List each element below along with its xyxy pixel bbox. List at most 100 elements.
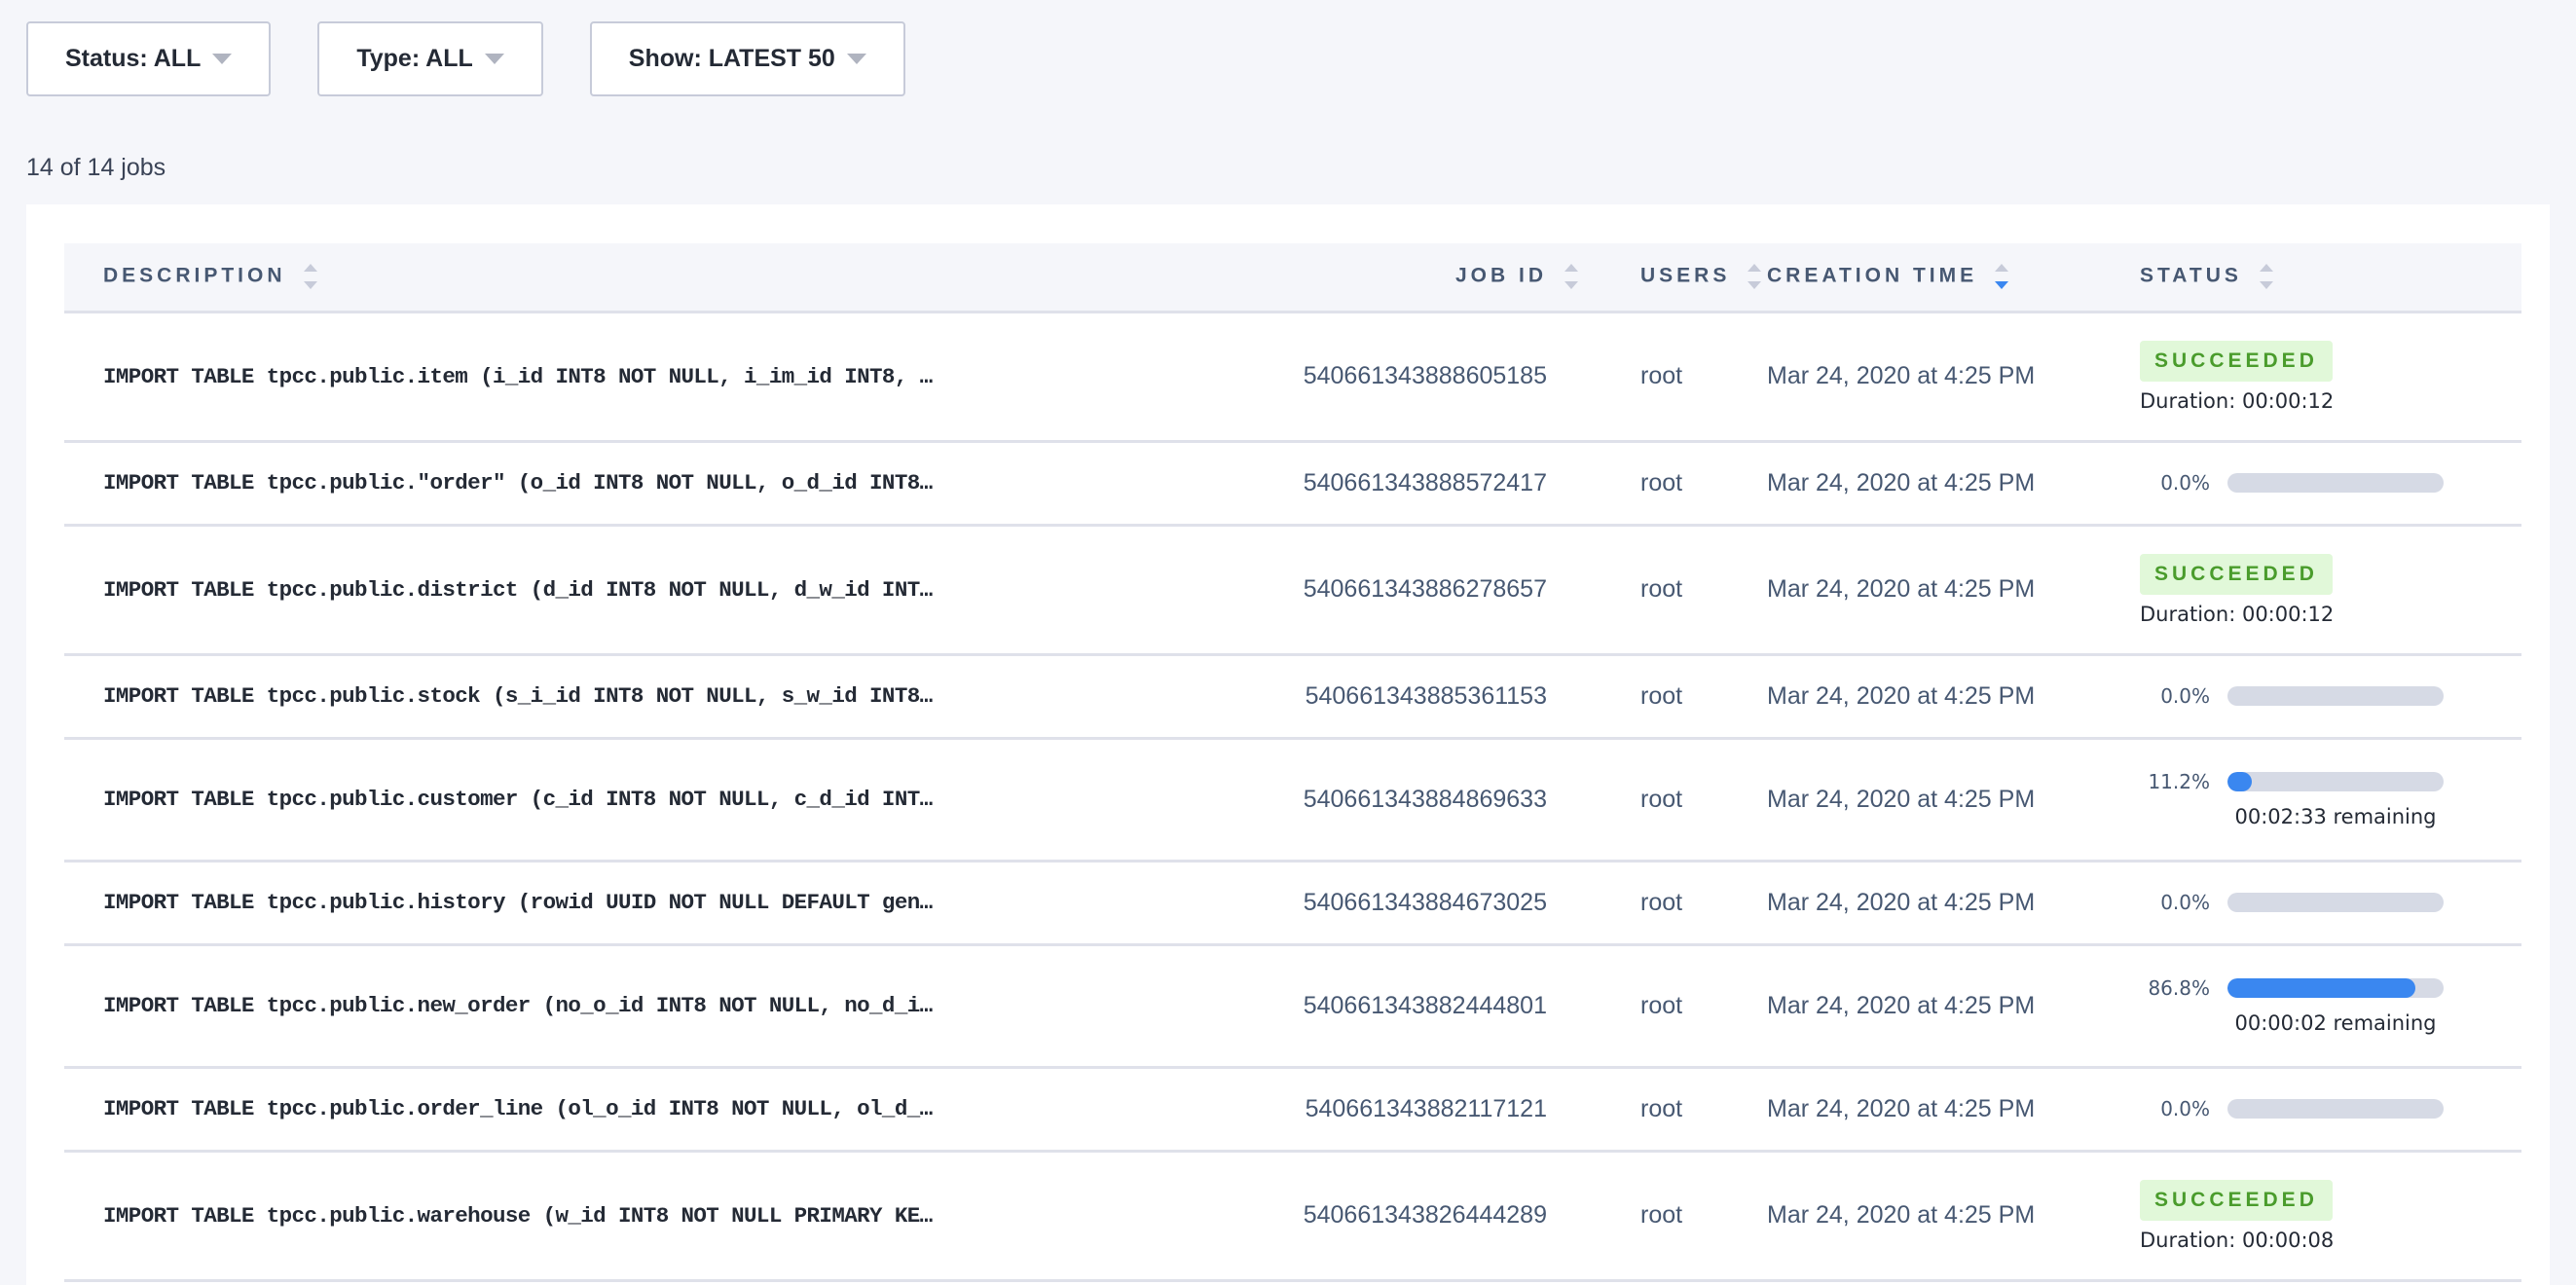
creation-time-cell: Mar 24, 2020 at 4:25 PM	[1767, 468, 2036, 496]
description-cell: IMPORT TABLE tpcc.public.item (i_id INT8…	[64, 312, 1188, 441]
progress-bar	[2227, 1099, 2444, 1119]
job-id-cell: 540661343886278657	[1303, 575, 1547, 603]
status-filter-label: Status: ALL	[65, 45, 202, 72]
progress-bar	[2227, 686, 2444, 706]
sort-icon[interactable]	[1564, 262, 1578, 291]
job-description[interactable]: IMPORT TABLE tpcc.public."order" (o_id I…	[103, 470, 933, 496]
table-row[interactable]: IMPORT TABLE tpcc.public.warehouse (w_id…	[64, 1151, 2521, 1280]
filter-bar: Status: ALL Type: ALL Show: LATEST 50	[26, 21, 905, 96]
job-id-cell: 540661343884673025	[1303, 888, 1547, 916]
sort-icon[interactable]	[2259, 262, 2273, 291]
column-label: USERS	[1640, 264, 1731, 287]
table-row[interactable]: IMPORT TABLE tpcc.public.order_line (ol_…	[64, 1067, 2521, 1151]
job-description[interactable]: IMPORT TABLE tpcc.public.stock (s_i_id I…	[103, 683, 933, 709]
sort-icon[interactable]	[1748, 262, 1762, 291]
progress: 11.2%	[2140, 770, 2521, 793]
progress-percent: 86.8%	[2148, 976, 2210, 1000]
table-row[interactable]: IMPORT TABLE tpcc.public.new_order (no_o…	[64, 944, 2521, 1067]
job-description[interactable]: IMPORT TABLE tpcc.public.item (i_id INT8…	[103, 363, 933, 389]
job-id-cell: 540661343826444289	[1303, 1201, 1547, 1229]
status-cell: 0.0%	[2140, 861, 2521, 944]
description-cell: IMPORT TABLE tpcc.public.district (d_id …	[64, 525, 1188, 654]
description-cell: IMPORT TABLE tpcc.public.warehouse (w_id…	[64, 1151, 1188, 1280]
progress-bar	[2227, 473, 2444, 493]
job-description[interactable]: IMPORT TABLE tpcc.public.history (rowid …	[103, 890, 933, 915]
status-cell: 0.0%	[2140, 1067, 2521, 1151]
column-header-creation-time[interactable]: CREATION TIME	[1767, 243, 2140, 312]
jobs-table-card: DESCRIPTION JOB ID USERS CREATION TIME S…	[26, 204, 2550, 1285]
remaining-time: 00:02:33 remaining	[2234, 805, 2437, 828]
progress-percent: 0.0%	[2160, 684, 2210, 708]
status-cell: 0.0%	[2140, 654, 2521, 738]
table-row[interactable]: IMPORT TABLE tpcc.public.district (d_id …	[64, 525, 2521, 654]
type-filter-dropdown[interactable]: Type: ALL	[317, 21, 543, 96]
column-label: JOB ID	[1454, 264, 1547, 287]
description-cell: IMPORT TABLE tpcc.public.stock (s_i_id I…	[64, 654, 1188, 738]
status-filter-dropdown[interactable]: Status: ALL	[26, 21, 272, 96]
table-row[interactable]: IMPORT TABLE tpcc.public.item (i_id INT8…	[64, 312, 2521, 441]
column-header-users[interactable]: USERS	[1547, 243, 1767, 312]
creation-time-cell: Mar 24, 2020 at 4:25 PM	[1767, 681, 2036, 710]
sort-descending-icon[interactable]	[1995, 262, 2009, 291]
column-header-job-id[interactable]: JOB ID	[1188, 243, 1578, 312]
status-cell: 0.0%	[2140, 441, 2521, 525]
job-description[interactable]: IMPORT TABLE tpcc.public.warehouse (w_id…	[103, 1202, 933, 1229]
job-id-cell: 540661343888572417	[1303, 468, 1547, 496]
progress-bar	[2227, 772, 2444, 791]
status-cell: SUCCEEDED Duration: 00:00:12	[2140, 312, 2521, 441]
table-row[interactable]: IMPORT TABLE tpcc.public.customer (c_id …	[64, 738, 2521, 861]
show-filter-label: Show: LATEST 50	[628, 45, 835, 72]
user-cell: root	[1640, 888, 1683, 916]
progress-bar-fill	[2227, 978, 2415, 998]
jobs-table: DESCRIPTION JOB ID USERS CREATION TIME S…	[64, 243, 2521, 1282]
progress-bar	[2227, 893, 2444, 912]
sort-icon[interactable]	[303, 262, 317, 291]
job-description[interactable]: IMPORT TABLE tpcc.public.customer (c_id …	[103, 787, 933, 812]
table-row[interactable]: IMPORT TABLE tpcc.public.history (rowid …	[64, 861, 2521, 944]
show-filter-dropdown[interactable]: Show: LATEST 50	[589, 21, 905, 96]
progress-percent: 0.0%	[2160, 471, 2210, 495]
creation-time-cell: Mar 24, 2020 at 4:25 PM	[1767, 785, 2036, 813]
status-badge: SUCCEEDED	[2140, 1179, 2333, 1221]
creation-time-cell: Mar 24, 2020 at 4:25 PM	[1767, 362, 2036, 389]
progress-bar-fill	[2227, 772, 2252, 791]
description-cell: IMPORT TABLE tpcc.public.new_order (no_o…	[64, 944, 1188, 1067]
table-row[interactable]: IMPORT TABLE tpcc.public.stock (s_i_id I…	[64, 654, 2521, 738]
creation-time-cell: Mar 24, 2020 at 4:25 PM	[1767, 1201, 2036, 1229]
description-cell: IMPORT TABLE tpcc.public.customer (c_id …	[64, 738, 1188, 861]
progress: 0.0%	[2140, 471, 2521, 495]
column-label: CREATION TIME	[1767, 264, 1978, 287]
description-cell: IMPORT TABLE tpcc.public."order" (o_id I…	[64, 441, 1188, 525]
user-cell: root	[1640, 681, 1683, 710]
job-description[interactable]: IMPORT TABLE tpcc.public.order_line (ol_…	[103, 1096, 933, 1121]
creation-time-cell: Mar 24, 2020 at 4:25 PM	[1767, 1094, 2036, 1122]
type-filter-label: Type: ALL	[356, 45, 473, 72]
user-cell: root	[1640, 785, 1683, 813]
progress: 0.0%	[2140, 1097, 2521, 1120]
scrollbar-track[interactable]	[2555, 204, 2576, 1279]
creation-time-cell: Mar 24, 2020 at 4:25 PM	[1767, 991, 2036, 1019]
status-badge: SUCCEEDED	[2140, 553, 2333, 595]
job-description[interactable]: IMPORT TABLE tpcc.public.new_order (no_o…	[103, 993, 933, 1018]
status-cell: 86.8% 00:00:02 remaining	[2140, 944, 2521, 1067]
user-cell: root	[1640, 468, 1683, 496]
job-id-cell: 540661343885361153	[1305, 681, 1547, 710]
progress: 0.0%	[2140, 891, 2521, 914]
column-label: DESCRIPTION	[103, 264, 286, 287]
caret-down-icon	[212, 54, 233, 64]
caret-down-icon	[846, 54, 866, 64]
column-header-status[interactable]: STATUS	[2140, 243, 2521, 312]
column-header-description[interactable]: DESCRIPTION	[64, 243, 1188, 312]
job-description[interactable]: IMPORT TABLE tpcc.public.district (d_id …	[103, 576, 933, 603]
description-cell: IMPORT TABLE tpcc.public.order_line (ol_…	[64, 1067, 1188, 1151]
job-id-cell: 540661343888605185	[1303, 362, 1547, 389]
duration-text: Duration: 00:00:12	[2140, 602, 2335, 626]
job-id-cell: 540661343882444801	[1303, 991, 1547, 1019]
creation-time-cell: Mar 24, 2020 at 4:25 PM	[1767, 575, 2036, 603]
user-cell: root	[1640, 362, 1683, 389]
table-row[interactable]: IMPORT TABLE tpcc.public."order" (o_id I…	[64, 441, 2521, 525]
creation-time-cell: Mar 24, 2020 at 4:25 PM	[1767, 888, 2036, 916]
duration-text: Duration: 00:00:12	[2140, 388, 2335, 413]
progress-percent: 0.0%	[2160, 891, 2210, 914]
status-badge: SUCCEEDED	[2140, 340, 2333, 382]
